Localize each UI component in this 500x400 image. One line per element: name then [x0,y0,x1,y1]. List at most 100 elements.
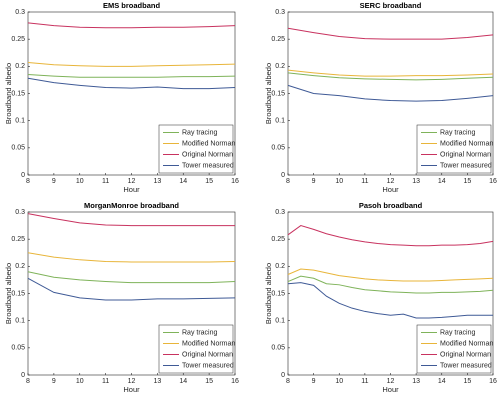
y-tick-label: 0.3 [15,9,25,16]
y-tick-label: 0.15 [271,290,285,297]
x-tick-label: 12 [128,378,136,385]
legend-label: Tower measured [182,162,234,169]
x-tick-label: 15 [205,178,213,185]
x-tick-label: 9 [52,178,56,185]
x-tick-label: 9 [52,378,56,385]
chart-title: SERC broadband [360,1,422,10]
x-tick-label: 10 [76,378,84,385]
x-tick-label: 8 [26,378,30,385]
x-tick-label: 12 [387,178,395,185]
series-line [287,268,494,282]
x-tick-label: 11 [102,378,109,385]
y-tick-label: 0.05 [271,145,285,152]
y-tick-label: 0.05 [11,145,25,152]
series-line [27,277,236,301]
x-tick-label: 16 [231,178,239,185]
y-tick-label: 0.2 [15,63,25,70]
x-tick-label: 16 [489,178,497,185]
series-line [287,225,494,247]
series-line [27,213,235,227]
x-tick-label: 16 [231,378,239,385]
x-tick-label: 12 [128,178,136,185]
legend-label: Ray tracing [440,129,476,136]
subplot: Pasoh broadband Hour Broadband albedo 8 9 10 1… [264,201,497,394]
y-tick-label: 0.3 [275,9,285,16]
y-tick-label: 0.25 [271,36,285,43]
x-tick-label: 8 [26,178,30,185]
x-tick-label: 14 [179,178,187,185]
x-tick-label: 13 [412,178,420,185]
y-tick-label: 0.1 [275,318,285,325]
legend-label: Modified Norman [440,140,493,147]
legend-label: Modified Norman [440,340,493,347]
x-tick-label: 9 [312,378,316,385]
x-tick-label: 11 [361,378,368,385]
legend-label: Original Norman [440,351,491,358]
legend-label: Modified Norman [182,140,235,147]
subplot: EMS broadband Hour Broadband albedo 8 9 10 11 1… [4,1,239,194]
series-line [287,275,494,294]
x-tick-label: 11 [361,178,368,185]
legend-label: Tower measured [182,362,234,369]
y-tick-label: 0.2 [275,63,285,70]
legend-label: Modified Norman [182,340,235,347]
legend-label: Original Norman [182,351,233,358]
series-line [27,271,236,284]
x-tick-label: 10 [335,178,343,185]
x-tick-label: 14 [438,378,446,385]
legend-label: Original Norman [440,151,491,158]
y-axis-label: Broadband albedo [4,63,13,124]
y-tick-label: 0.3 [15,209,25,216]
legend-label: Ray tracing [182,329,218,336]
y-tick-label: 0.2 [275,263,285,270]
series-line [287,27,494,40]
y-tick-label: 0.2 [15,263,25,270]
x-axis-label: Hour [123,385,140,394]
y-tick-label: 0.15 [271,90,285,97]
chart-title: Pasoh broadband [359,201,423,210]
y-tick-label: 0.1 [15,118,25,125]
x-tick-label: 15 [205,378,213,385]
series-line [27,22,236,29]
series-line [287,84,494,102]
legend-label: Tower measured [440,362,492,369]
y-tick-label: 0.25 [11,36,25,43]
legend-label: Original Norman [182,151,233,158]
y-tick-label: 0.15 [11,90,25,97]
x-tick-label: 13 [412,378,420,385]
x-tick-label: 9 [312,178,316,185]
y-tick-label: 0.25 [11,236,25,243]
y-tick-label: 0.3 [275,209,285,216]
y-tick-label: 0 [21,172,25,179]
series-line [27,252,236,263]
y-axis-label: Broadband albedo [264,263,273,324]
y-axis-label: Broadband albedo [264,63,273,124]
subplot: MorganMonroe broadband Hour Broadband albe… [4,201,239,394]
y-tick-label: 0.25 [271,236,285,243]
x-tick-label: 8 [286,378,290,385]
series-line [287,69,494,77]
x-tick-label: 10 [76,178,84,185]
chart-title: EMS broadband [103,1,161,10]
x-tick-label: 10 [335,378,343,385]
x-axis-label: Hour [382,185,399,194]
y-tick-label: 0.05 [11,345,25,352]
y-tick-label: 0.1 [275,118,285,125]
series-line [27,77,236,90]
y-tick-label: 0.15 [11,290,25,297]
x-axis-label: Hour [123,185,140,194]
x-tick-label: 14 [179,378,187,385]
chart-title: MorganMonroe broadband [84,201,179,210]
x-tick-label: 12 [387,378,395,385]
legend-label: Tower measured [440,162,492,169]
y-tick-label: 0 [281,372,285,379]
y-tick-label: 0.05 [271,345,285,352]
series-line [287,282,493,319]
x-tick-label: 11 [102,178,109,185]
y-tick-label: 0 [281,172,285,179]
subplot: SERC broadband Hour Broadband albedo 8 9 10 11… [264,1,497,194]
series-line [287,72,494,81]
x-tick-label: 15 [463,378,471,385]
x-tick-label: 13 [153,178,161,185]
